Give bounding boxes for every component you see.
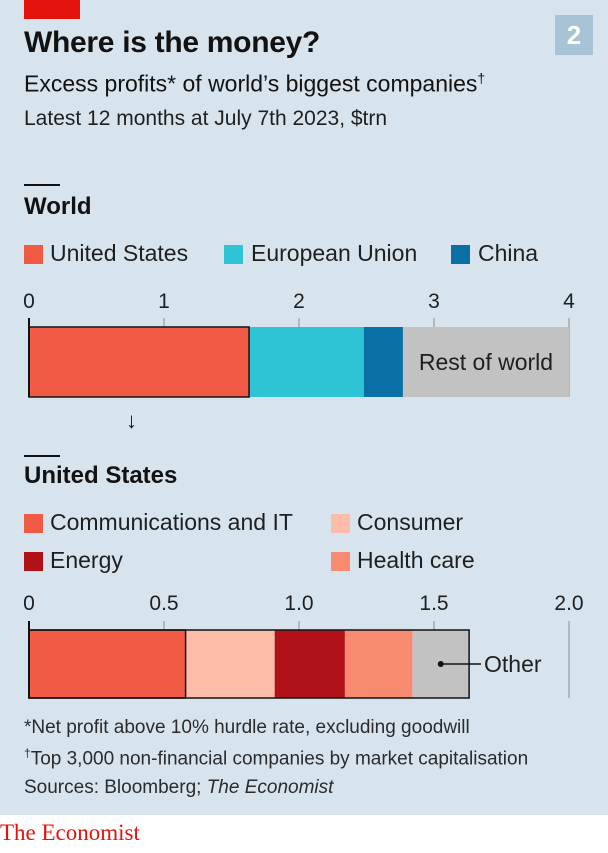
chart-subtitle: Excess profits* of world’s biggest compa… [24,70,486,97]
world-bar-rest-of-world [402,327,569,397]
us-bar-health-care [344,630,413,698]
us-bar-energy [274,630,345,698]
world-bar-united-states [29,327,250,397]
world-tick-label-1: 1 [158,290,170,313]
legend-label-energy: Energy [50,547,123,573]
legend-swatch-consumer [331,514,350,533]
legend-label-health-care: Health care [357,547,475,573]
legend-swatch-energy [24,552,43,571]
brand-red-tab [24,0,80,19]
rest-of-world-label: Rest of world [419,349,553,375]
figure-number-badge: 2 [555,15,593,55]
us-section-title: United States [24,462,178,489]
us-tick-label-2: 1.0 [284,592,313,615]
world-tick-label-3: 3 [428,290,440,313]
legend-swatch-health-care [331,552,350,571]
us-bar-consumer [185,630,275,698]
us-tick-label-3: 1.5 [419,592,448,615]
us-tick-label-4: 2.0 [554,592,583,615]
legend-label-us: United States [50,240,189,266]
chart-title: Where is the money? [24,26,321,59]
world-section-rule [24,184,60,186]
legend-label-eu: European Union [251,240,418,266]
world-section-title: World [24,193,92,220]
world-bar-china [363,327,403,397]
world-tick-label-0: 0 [23,290,35,313]
us-tick-label-1: 0.5 [149,592,178,615]
chart-subtitle-units: Latest 12 months at July 7th 2023, $trn [24,107,388,130]
footnote-universe: †Top 3,000 non-financial companies by ma… [24,746,529,770]
legend-label-china: China [478,240,539,266]
legend-label-consumer: Consumer [357,509,464,535]
world-bar-european-union [249,327,364,397]
legend-swatch-china [451,245,470,264]
us-bar-communications-and-it [29,630,186,698]
world-tick-label-2: 2 [293,290,305,313]
world-tick-label-4: 4 [563,290,575,313]
other-label: Other [484,651,542,677]
us-tick-label-0: 0 [23,592,35,615]
legend-swatch-us [24,245,43,264]
chart-plot-area: 0 1 2 3 4 0 0.5 1.0 1.5 2.0 Rest of world Other [23,290,584,699]
economist-logo: The Economist [0,820,140,845]
legend-label-communications-it: Communications and IT [50,509,293,535]
legend-swatch-eu [224,245,243,264]
footnote-sources: Sources: Bloomberg; The Economist [24,777,334,798]
us-section-rule [24,455,60,457]
down-arrow-icon: ↓ [126,408,137,433]
legend-swatch-communications-it [24,514,43,533]
footnote-definition: *Net profit above 10% hurdle rate, exclu… [24,717,470,738]
